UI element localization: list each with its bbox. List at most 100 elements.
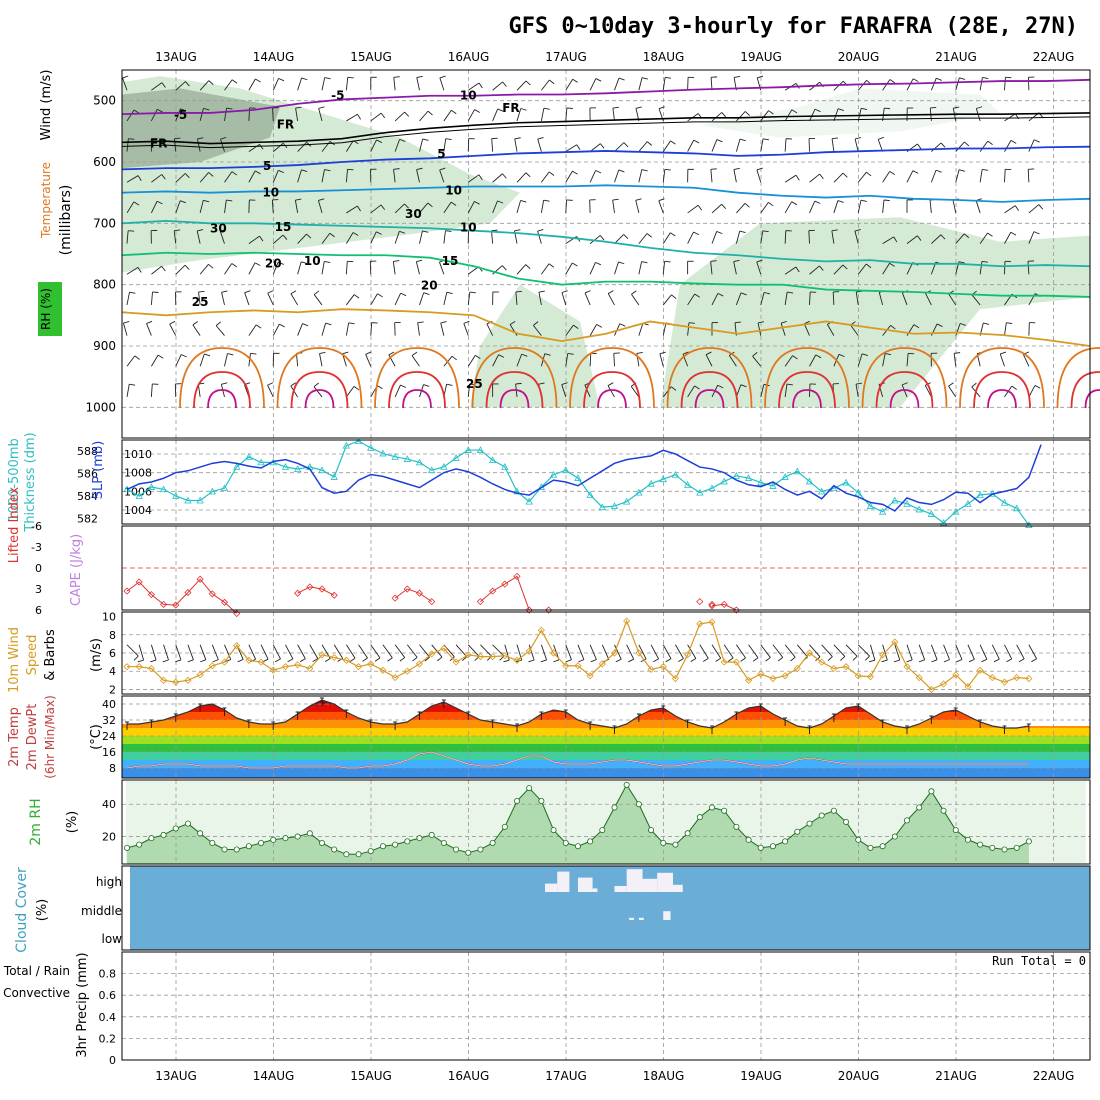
wind-barb: [877, 136, 884, 152]
wind-barb: [1028, 385, 1041, 398]
wind-barb: [318, 106, 325, 122]
barb-flag: [301, 261, 308, 264]
wind-barb: [294, 198, 302, 214]
barb-staff: [272, 234, 284, 244]
barb-staff: [659, 353, 664, 367]
rh-marker: [392, 841, 399, 848]
barb-flag: [528, 659, 535, 663]
wind10-barb: [528, 644, 535, 663]
wind-barb: [272, 234, 288, 244]
rh-marker: [221, 846, 228, 853]
barb-staff: [126, 384, 130, 398]
barb-staff: [687, 204, 699, 214]
barb-flag: [982, 77, 989, 79]
barb-flag: [318, 106, 325, 109]
rh-marker: [416, 835, 423, 842]
barb-staff: [175, 644, 182, 661]
barb-flag: [446, 383, 453, 386]
rh-marker: [209, 840, 216, 847]
wind-barb: [491, 229, 498, 244]
wind10-marker: [781, 672, 789, 680]
x-tick-top: 18AUG: [643, 50, 685, 64]
wind-barb: [854, 137, 862, 152]
warm-contour: [402, 389, 432, 409]
barb-flag: [400, 384, 407, 388]
li-marker: [306, 583, 314, 591]
wind-barb: [467, 82, 483, 91]
rh-marker: [830, 807, 837, 814]
wind10-marker: [501, 652, 509, 660]
barb-flag: [231, 263, 237, 268]
barb-flag: [908, 352, 915, 355]
barb-staff: [882, 236, 894, 244]
barb-flag: [842, 264, 848, 270]
wind-barb: [733, 167, 740, 183]
barb-flag: [658, 106, 665, 110]
barb-flag: [353, 386, 360, 391]
wind-barb: [126, 138, 135, 152]
barb-flag: [671, 294, 677, 299]
barb-flag: [883, 199, 890, 202]
wind10-marker: [708, 618, 716, 626]
wind10-barb: [821, 644, 833, 662]
wind-barb: [313, 290, 323, 306]
rh-marker: [769, 843, 776, 850]
wind10-barb: [845, 644, 858, 661]
wind10-marker: [769, 674, 777, 683]
wind-barb: [516, 108, 527, 122]
wind-barb: [175, 200, 186, 214]
rh-marker: [379, 843, 386, 850]
barb-flag: [981, 260, 988, 263]
barb-staff: [855, 384, 859, 398]
barb-flag: [374, 657, 381, 662]
barb-staff: [735, 230, 741, 244]
wind-barb: [687, 231, 700, 244]
barb-flag: [791, 109, 798, 114]
wind-barb: [122, 75, 129, 91]
barb-staff: [224, 199, 227, 213]
contour-label: 5: [437, 147, 445, 161]
wind-barb: [370, 204, 386, 214]
li-marker: [720, 600, 728, 608]
wind10-barb: [297, 644, 306, 663]
barb-staff: [224, 353, 228, 367]
rh-marker: [233, 846, 240, 853]
barb-staff: [784, 266, 797, 275]
barb-staff: [419, 644, 430, 658]
barb-staff: [122, 77, 128, 91]
rh-marker: [197, 830, 204, 837]
barb-staff: [784, 355, 793, 367]
barb-flag: [422, 138, 429, 141]
barb-flag: [449, 656, 455, 662]
barb-flag: [157, 354, 164, 359]
wind-barb: [948, 382, 957, 398]
barb-flag: [861, 353, 868, 357]
barb-flag: [670, 232, 676, 237]
temp-max-hump: [370, 700, 420, 706]
barb-flag: [744, 111, 750, 116]
rh-marker: [635, 801, 642, 808]
wind-barb: [224, 171, 238, 183]
thickness-tick-label: 582: [77, 512, 98, 525]
wind10-marker: [818, 658, 826, 666]
barb-flag: [503, 659, 510, 663]
wind-barb: [784, 109, 798, 122]
barb-flag: [842, 172, 848, 178]
barb-flag: [641, 169, 648, 172]
barb-staff: [877, 139, 884, 152]
barb-staff: [948, 293, 957, 306]
wind-barb: [979, 232, 993, 244]
barb-flag: [600, 143, 605, 149]
barb-flag: [1034, 385, 1041, 389]
barb-staff: [784, 230, 787, 244]
wind-barb: [711, 322, 718, 336]
wind10-marker: [927, 685, 935, 694]
barb-staff: [309, 644, 319, 659]
barb-flag: [777, 657, 784, 662]
wind-barb: [1027, 168, 1035, 183]
barb-flag: [399, 138, 406, 142]
wind-barb: [589, 323, 603, 336]
rh-marker: [367, 848, 374, 855]
barb-flag: [146, 320, 153, 324]
thickness-marker: [1000, 498, 1009, 506]
